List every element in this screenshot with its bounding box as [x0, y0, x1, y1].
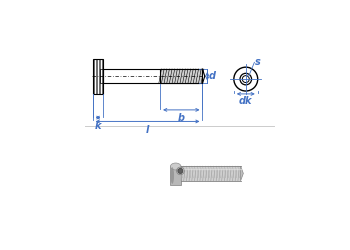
Polygon shape	[181, 166, 241, 181]
Polygon shape	[170, 166, 181, 185]
Text: s: s	[256, 57, 261, 67]
Text: d: d	[209, 71, 216, 81]
Text: k: k	[95, 121, 101, 131]
Polygon shape	[241, 166, 243, 181]
Text: dk: dk	[239, 96, 253, 106]
Ellipse shape	[170, 163, 181, 170]
Circle shape	[178, 168, 183, 173]
Polygon shape	[160, 69, 202, 84]
Ellipse shape	[170, 167, 174, 184]
Text: l: l	[146, 124, 149, 134]
Text: b: b	[178, 113, 185, 123]
